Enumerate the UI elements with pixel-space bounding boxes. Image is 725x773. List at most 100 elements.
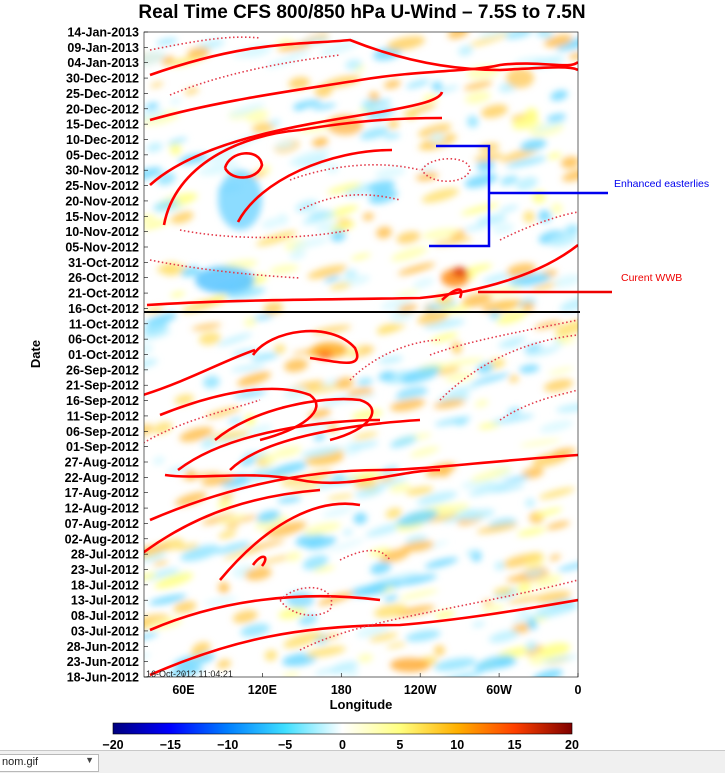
- y-tick-label: 01-Oct-2012: [68, 348, 139, 362]
- field-blob: [298, 613, 318, 626]
- colorbar: [112, 722, 573, 735]
- field-blob: [232, 46, 267, 58]
- field-blob: [468, 32, 511, 47]
- y-tick-label: 21-Sep-2012: [66, 379, 139, 393]
- field-blob: [396, 509, 439, 527]
- field-blob: [491, 414, 535, 424]
- field-blob: [515, 176, 538, 191]
- field-blob: [264, 649, 278, 662]
- y-tick-label: 07-Aug-2012: [65, 517, 139, 531]
- field-blob: [433, 657, 477, 671]
- x-tick-label: 120E: [248, 683, 277, 697]
- y-tick-label: 15-Nov-2012: [65, 210, 139, 224]
- field-blob: [144, 323, 169, 335]
- contour-dotted: [299, 194, 401, 211]
- contour-solid: [162, 116, 443, 226]
- field-blob: [218, 581, 230, 594]
- field-blob: [505, 156, 547, 168]
- contour-solid: [149, 598, 578, 677]
- field-blob: [389, 483, 412, 493]
- field-blob: [482, 599, 493, 605]
- field-blob: [476, 523, 518, 534]
- field-blob: [434, 645, 445, 656]
- field-blob: [383, 133, 401, 140]
- x-tick-label: 60W: [486, 683, 512, 697]
- colorbar-ticks: −20 −15 −10 −5 0 5 10 15 20: [102, 738, 579, 750]
- field-blob: [217, 499, 233, 509]
- contour-solid: [149, 91, 444, 186]
- file-download-chip[interactable]: nom.gif ▼: [0, 754, 99, 772]
- field-blob: [207, 152, 235, 164]
- y-tick-label: 21-Oct-2012: [68, 287, 139, 301]
- field-blob: [549, 554, 561, 561]
- field-blob: [277, 496, 302, 504]
- field-blob: [300, 446, 342, 458]
- field-blob: [476, 362, 494, 374]
- field-blob: [516, 582, 533, 594]
- field-blob: [269, 264, 299, 275]
- field-blob: [289, 485, 324, 492]
- field-blob: [434, 610, 455, 619]
- y-tick-label: 06-Oct-2012: [68, 333, 139, 347]
- y-tick-label: 05-Nov-2012: [65, 241, 139, 255]
- field-blob: [431, 81, 443, 91]
- field-blob: [405, 630, 441, 642]
- field-blob: [179, 427, 214, 442]
- field-blob: [498, 336, 526, 348]
- field-blob: [265, 521, 307, 538]
- field-blob: [546, 113, 567, 123]
- field-blob: [397, 303, 418, 314]
- field-blob: [305, 385, 341, 394]
- field-blob: [394, 289, 420, 298]
- contour-dotted: [439, 334, 578, 401]
- field-blob: [144, 220, 169, 230]
- field-blob: [263, 454, 277, 464]
- field-blob: [478, 422, 500, 430]
- contour-dotted: [149, 36, 261, 51]
- y-tick-label: 30-Dec-2012: [66, 72, 139, 86]
- field-blob: [145, 312, 177, 327]
- field-blob: [232, 610, 258, 624]
- field-blob: [173, 601, 197, 614]
- field-blob: [302, 555, 329, 570]
- easterlies-bracket: [429, 144, 491, 248]
- taskbar: nom.gif ▼: [0, 750, 725, 773]
- colorbar-tick-label: 10: [450, 738, 464, 750]
- field-blob: [274, 140, 296, 150]
- field-blob: [534, 574, 562, 589]
- field-blob: [559, 297, 578, 312]
- field-blob: [385, 507, 402, 519]
- field-blob: [145, 102, 159, 111]
- field-blob: [445, 372, 475, 382]
- timestamp-label: 16-Oct-2012 11:04:21: [146, 669, 233, 679]
- field-blob: [255, 554, 296, 565]
- field-blob: [405, 79, 430, 89]
- field-blob: [170, 291, 186, 298]
- field-blob: [390, 246, 428, 262]
- field-blob: [307, 265, 347, 279]
- field-blob: [383, 595, 399, 602]
- colorbar-tick-label: 0: [339, 738, 346, 750]
- y-tick-label: 18-Jun-2012: [67, 671, 139, 685]
- field-blob: [172, 652, 216, 668]
- chevron-down-icon[interactable]: ▼: [85, 755, 94, 765]
- field-blob: [560, 156, 578, 169]
- field-blob: [286, 50, 311, 60]
- field-blob: [417, 123, 452, 137]
- field-blob: [470, 467, 512, 482]
- field-blob: [152, 560, 169, 566]
- field-blob: [216, 659, 232, 669]
- field-blob: [463, 81, 493, 91]
- field-feature: [218, 170, 262, 230]
- field-blob: [423, 318, 465, 330]
- field-blob: [433, 236, 473, 246]
- field-blob: [380, 297, 413, 310]
- field-blob: [312, 565, 335, 572]
- y-tick-label: 17-Aug-2012: [65, 486, 139, 500]
- contour-solid: [223, 152, 264, 179]
- field-blob: [323, 275, 341, 283]
- field-blob: [365, 522, 407, 537]
- field-blob: [198, 332, 221, 346]
- field-blob: [251, 463, 276, 473]
- field-blob: [417, 310, 449, 325]
